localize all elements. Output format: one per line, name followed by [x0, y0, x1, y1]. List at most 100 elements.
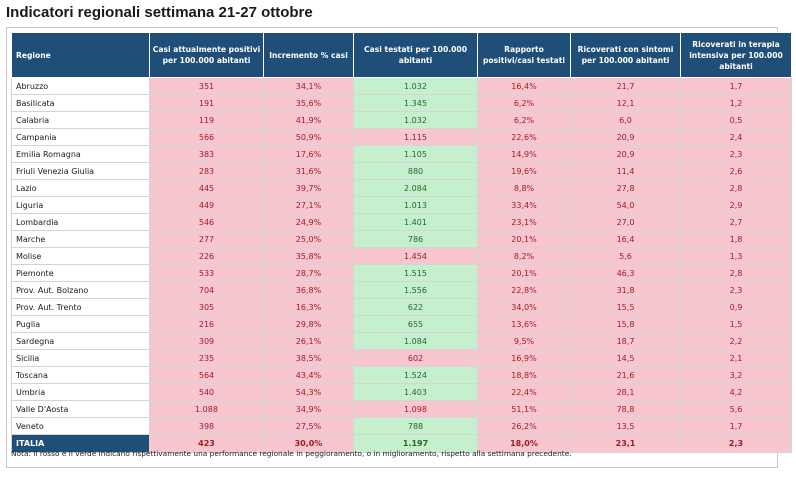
table-cell: 51,1% [477, 400, 571, 418]
table-row: Sicilia 235 38,5% 602 16,9% 14,5 2,1 [11, 349, 792, 367]
table-cell: 38,5% [263, 349, 354, 367]
table-cell: 398 [149, 417, 264, 435]
table-cell: 21,6 [570, 366, 681, 384]
table-cell: 1,3 [680, 247, 792, 265]
region-name: Abruzzo [11, 77, 150, 95]
table-cell: 1.556 [353, 281, 478, 299]
table-row: Liguria 449 27,1% 1.013 33,4% 54,0 2,9 [11, 196, 792, 214]
table-cell: 2,3 [680, 145, 792, 163]
table-cell: 1.401 [353, 213, 478, 231]
table-cell: 5,6 [570, 247, 681, 265]
table-cell: 1.403 [353, 383, 478, 401]
table-cell: 351 [149, 77, 264, 95]
table-cell: 6,2% [477, 111, 571, 129]
table-cell: 2,7 [680, 213, 792, 231]
table-cell: 226 [149, 247, 264, 265]
table-cell: 1,8 [680, 230, 792, 248]
table-row: Sardegna 309 26,1% 1.084 9,5% 18,7 2,2 [11, 332, 792, 350]
table-cell: 0,5 [680, 111, 792, 129]
column-header: Casi attualmente positivi per 100.000 ab… [149, 32, 264, 78]
regional-indicators-table: Regione Casi attualmente positivi per 10… [11, 32, 792, 453]
table-cell: 28,1 [570, 383, 681, 401]
table-cell: 2,3 [680, 434, 792, 453]
table-cell: 4,2 [680, 383, 792, 401]
table-row: Basilicata 191 35,6% 1.345 6,2% 12,1 1,2 [11, 94, 792, 112]
table-row: Prov. Aut. Trento 305 16,3% 622 34,0% 15,5 0,9 [11, 298, 792, 316]
table-total-row: ITALIA 423 30,0% 1.197 18,0% 23,1 2,3 [11, 434, 792, 453]
table-cell: 704 [149, 281, 264, 299]
region-name: Marche [11, 230, 150, 248]
table-cell: 305 [149, 298, 264, 316]
table-cell: 11,4 [570, 162, 681, 180]
table-cell: 2,1 [680, 349, 792, 367]
table-cell: 1.454 [353, 247, 478, 265]
table-cell: 1.105 [353, 145, 478, 163]
column-header: Rapporto positivi/casi testati [477, 32, 571, 78]
table-cell: 1.013 [353, 196, 478, 214]
region-name: Toscana [11, 366, 150, 384]
table-cell: 5,6 [680, 400, 792, 418]
table-cell: 449 [149, 196, 264, 214]
table-cell: 1.084 [353, 332, 478, 350]
table-cell: 27,0 [570, 213, 681, 231]
table-cell: 2,9 [680, 196, 792, 214]
table-cell: 18,8% [477, 366, 571, 384]
region-name: Veneto [11, 417, 150, 435]
column-header: Incremento % casi [263, 32, 354, 78]
table-cell: 27,8 [570, 179, 681, 197]
table-row: Toscana 564 43,4% 1.524 18,8% 21,6 3,2 [11, 366, 792, 384]
table-cell: 566 [149, 128, 264, 146]
table-cell: 21,7 [570, 77, 681, 95]
region-name: Liguria [11, 196, 150, 214]
region-name: Lazio [11, 179, 150, 197]
table-cell: 2,2 [680, 332, 792, 350]
table-row: Lazio 445 39,7% 2.084 8,8% 27,8 2,8 [11, 179, 792, 197]
table-cell: 655 [353, 315, 478, 333]
table-cell: 16,4% [477, 77, 571, 95]
table-cell: 235 [149, 349, 264, 367]
table-row: Lombardia 546 24,9% 1.401 23,1% 27,0 2,7 [11, 213, 792, 231]
region-name: Sardegna [11, 332, 150, 350]
table-cell: 1.345 [353, 94, 478, 112]
table-cell: 383 [149, 145, 264, 163]
table-cell: 788 [353, 417, 478, 435]
region-name: ITALIA [11, 434, 150, 453]
table-row: Campania 566 50,9% 1.115 22,6% 20,9 2,4 [11, 128, 792, 146]
table-cell: 16,4 [570, 230, 681, 248]
table-cell: 27,1% [263, 196, 354, 214]
region-name: Basilicata [11, 94, 150, 112]
table-cell: 540 [149, 383, 264, 401]
table-cell: 22,4% [477, 383, 571, 401]
table-cell: 2.084 [353, 179, 478, 197]
table-cell: 9,5% [477, 332, 571, 350]
region-name: Sicilia [11, 349, 150, 367]
table-cell: 29,8% [263, 315, 354, 333]
table-row: Puglia 216 29,8% 655 13,6% 15,8 1,5 [11, 315, 792, 333]
table-row: Calabria 119 41,9% 1.032 6,2% 6,0 0,5 [11, 111, 792, 129]
table-cell: 3,2 [680, 366, 792, 384]
indicators-table-panel: Regione Casi attualmente positivi per 10… [6, 27, 792, 468]
table-cell: 546 [149, 213, 264, 231]
table-cell: 34,1% [263, 77, 354, 95]
table-cell: 6,2% [477, 94, 571, 112]
table-cell: 54,0 [570, 196, 681, 214]
table-cell: 16,9% [477, 349, 571, 367]
table-row: Abruzzo 351 34,1% 1.032 16,4% 21,7 1,7 [11, 77, 792, 95]
table-cell: 50,9% [263, 128, 354, 146]
table-row: Piemonte 533 28,7% 1.515 20,1% 46,3 2,8 [11, 264, 792, 282]
table-cell: 2,4 [680, 128, 792, 146]
table-cell: 19,6% [477, 162, 571, 180]
table-cell: 34,0% [477, 298, 571, 316]
table-cell: 25,0% [263, 230, 354, 248]
column-header: Ricoverati con sintomi per 100.000 abita… [570, 32, 681, 78]
table-cell: 1,5 [680, 315, 792, 333]
region-name: Friuli Venezia Giulia [11, 162, 150, 180]
table-cell: 2,3 [680, 281, 792, 299]
region-name: Puglia [11, 315, 150, 333]
table-cell: 28,7% [263, 264, 354, 282]
table-cell: 26,2% [477, 417, 571, 435]
table-cell: 1,2 [680, 94, 792, 112]
table-cell: 8,8% [477, 179, 571, 197]
table-cell: 13,5 [570, 417, 681, 435]
table-cell: 1,7 [680, 417, 792, 435]
